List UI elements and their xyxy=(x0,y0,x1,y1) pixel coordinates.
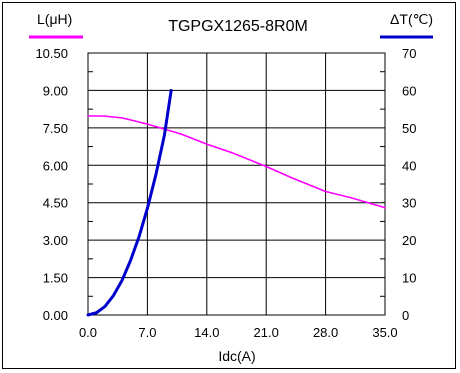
y-right-tick-label: 70 xyxy=(402,46,416,61)
y-right-tick-label: 20 xyxy=(402,233,416,248)
y-left-tick-label: 0.00 xyxy=(43,308,68,323)
x-axis-label: Idc(A) xyxy=(218,348,255,364)
series xyxy=(86,88,386,317)
inductance-series-line xyxy=(87,115,386,209)
y-left-tick-label: 7.50 xyxy=(43,121,68,136)
chart-title: TGPGX1265-8R0M xyxy=(168,18,308,35)
y-right-tick-label: 50 xyxy=(402,121,416,136)
left-axis-label: L(μH) xyxy=(37,11,72,27)
y-right-tick-label: 30 xyxy=(402,196,416,211)
y-right-tick-label: 60 xyxy=(402,83,416,98)
y-right-tick-label: 10 xyxy=(402,271,416,286)
x-tick-label: 0.0 xyxy=(79,325,97,340)
y-left-tick-label: 6.00 xyxy=(43,158,68,173)
x-tick-label: 35.0 xyxy=(372,325,397,340)
x-tick-label: 14.0 xyxy=(194,325,219,340)
y-left-tick-label: 4.50 xyxy=(43,196,68,211)
y-left-tick-label: 1.50 xyxy=(43,271,68,286)
plot-area-border xyxy=(87,52,386,316)
y-left-tick-label: 10.50 xyxy=(35,46,68,61)
y-right-tick-label: 40 xyxy=(402,158,416,173)
ticks: 0.0 7.0 14.0 21.0 28.0 35.0 0.00 1.50 3.00 4.50 6.… xyxy=(35,46,416,340)
x-tick-label: 28.0 xyxy=(313,325,338,340)
temperature-rise-series-line xyxy=(86,88,173,317)
right-axis-label: ΔT(℃) xyxy=(390,11,433,27)
chart-frame xyxy=(2,2,456,369)
y-left-tick-label: 9.00 xyxy=(43,83,68,98)
x-tick-label: 7.0 xyxy=(138,325,156,340)
y-right-tick-label: 0 xyxy=(402,308,409,323)
grid xyxy=(88,53,385,315)
x-tick-label: 21.0 xyxy=(254,325,279,340)
y-left-tick-label: 3.00 xyxy=(43,233,68,248)
